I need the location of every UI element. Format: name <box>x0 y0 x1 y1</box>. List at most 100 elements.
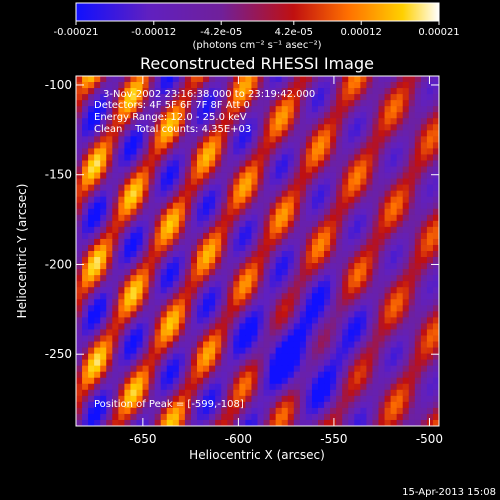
heatmap-cell <box>402 275 410 282</box>
heatmap-cell <box>233 130 240 137</box>
heatmap-cell <box>118 419 125 427</box>
heatmap-cell <box>348 263 355 270</box>
heatmap-cell <box>299 329 307 336</box>
heatmap-cell <box>136 305 143 312</box>
heatmap-cell <box>432 407 440 415</box>
heatmap-cell <box>184 160 192 167</box>
heatmap-cell <box>354 166 361 173</box>
heatmap-cell <box>366 172 373 179</box>
heatmap-cell <box>402 281 410 288</box>
heatmap-cell <box>215 419 222 427</box>
heatmap-cell <box>354 395 361 403</box>
heatmap-cell <box>263 118 270 125</box>
heatmap-cell <box>209 106 216 113</box>
heatmap-cell <box>420 220 428 228</box>
heatmap-cell <box>82 377 89 385</box>
heatmap-cell <box>245 287 252 294</box>
heatmap-cell <box>402 311 410 318</box>
heatmap-cell <box>184 383 192 391</box>
heatmap-cell <box>154 365 162 373</box>
heatmap-cell <box>414 124 422 131</box>
heatmap-cell <box>118 371 125 379</box>
heatmap-cell <box>402 401 410 409</box>
heatmap-cell <box>324 317 331 324</box>
heatmap-cell <box>263 82 270 89</box>
heatmap-cell <box>257 407 264 415</box>
heatmap-cell <box>348 293 355 300</box>
heatmap-cell <box>154 166 162 173</box>
heatmap-cell <box>263 172 270 179</box>
heatmap-cell <box>257 214 264 222</box>
heatmap-cell <box>160 166 168 173</box>
heatmap-cell <box>318 214 325 222</box>
heatmap-cell <box>227 214 234 222</box>
heatmap-cell <box>348 347 355 354</box>
heatmap-cell <box>269 220 277 228</box>
heatmap-cell <box>420 196 428 204</box>
heatmap-cell <box>178 130 186 137</box>
heatmap-cell <box>366 269 373 276</box>
heatmap-cell <box>197 269 204 276</box>
heatmap-cell <box>426 335 434 342</box>
heatmap-cell <box>245 220 252 228</box>
heatmap-cell <box>94 377 101 385</box>
heatmap-cell <box>281 281 289 288</box>
heatmap-cell <box>305 202 313 210</box>
heatmap-cell <box>76 251 83 258</box>
heatmap-cell <box>324 395 331 403</box>
heatmap-cell <box>408 287 416 294</box>
heatmap-cell <box>118 359 125 367</box>
heatmap-cell <box>305 359 313 367</box>
heatmap-cell <box>239 389 246 397</box>
heatmap-cell <box>390 220 398 228</box>
heatmap-cell <box>172 220 180 228</box>
heatmap-cell <box>305 148 313 155</box>
heatmap-cell <box>360 76 367 83</box>
x-tick-label: -500 <box>416 432 443 446</box>
heatmap-cell <box>420 287 428 294</box>
heatmap-cell <box>251 323 258 330</box>
heatmap-cell <box>269 311 277 318</box>
heatmap-cell <box>227 293 234 300</box>
heatmap-cell <box>160 281 168 288</box>
heatmap-cell <box>251 100 258 107</box>
heatmap-cell <box>130 142 137 149</box>
heatmap-cell <box>305 142 313 149</box>
heatmap-cell <box>390 190 398 198</box>
heatmap-cell <box>384 419 391 427</box>
heatmap-cell <box>136 263 143 270</box>
heatmap-cell <box>348 196 355 204</box>
heatmap-cell <box>136 124 143 131</box>
heatmap-cell <box>215 106 222 113</box>
heatmap-cell <box>396 232 404 240</box>
heatmap-cell <box>160 275 168 282</box>
heatmap-cell <box>76 371 83 379</box>
heatmap-cell <box>112 323 119 330</box>
heatmap-cell <box>342 311 349 318</box>
heatmap-cell <box>178 401 186 409</box>
heatmap-cell <box>372 269 379 276</box>
heatmap-cell <box>142 371 149 379</box>
heatmap-cell <box>281 365 289 373</box>
heatmap-cell <box>221 281 228 288</box>
heatmap-cell <box>124 220 131 228</box>
heatmap-cell <box>426 184 434 192</box>
heatmap-cell <box>305 335 313 342</box>
heatmap-cell <box>245 166 252 173</box>
heatmap-cell <box>414 335 422 342</box>
heatmap-cell <box>136 257 143 264</box>
heatmap-cell <box>82 305 89 312</box>
heatmap-cell <box>354 365 361 373</box>
heatmap-cell <box>106 401 113 409</box>
heatmap-cell <box>348 413 355 421</box>
heatmap-cell <box>215 142 222 149</box>
heatmap-cell <box>342 220 349 228</box>
heatmap-cell <box>432 257 440 264</box>
heatmap-cell <box>178 257 186 264</box>
heatmap-cell <box>251 257 258 264</box>
heatmap-cell <box>396 377 404 385</box>
heatmap-cell <box>378 226 385 234</box>
heatmap-cell <box>209 118 216 125</box>
heatmap-cell <box>239 347 246 354</box>
heatmap-cell <box>209 232 216 240</box>
